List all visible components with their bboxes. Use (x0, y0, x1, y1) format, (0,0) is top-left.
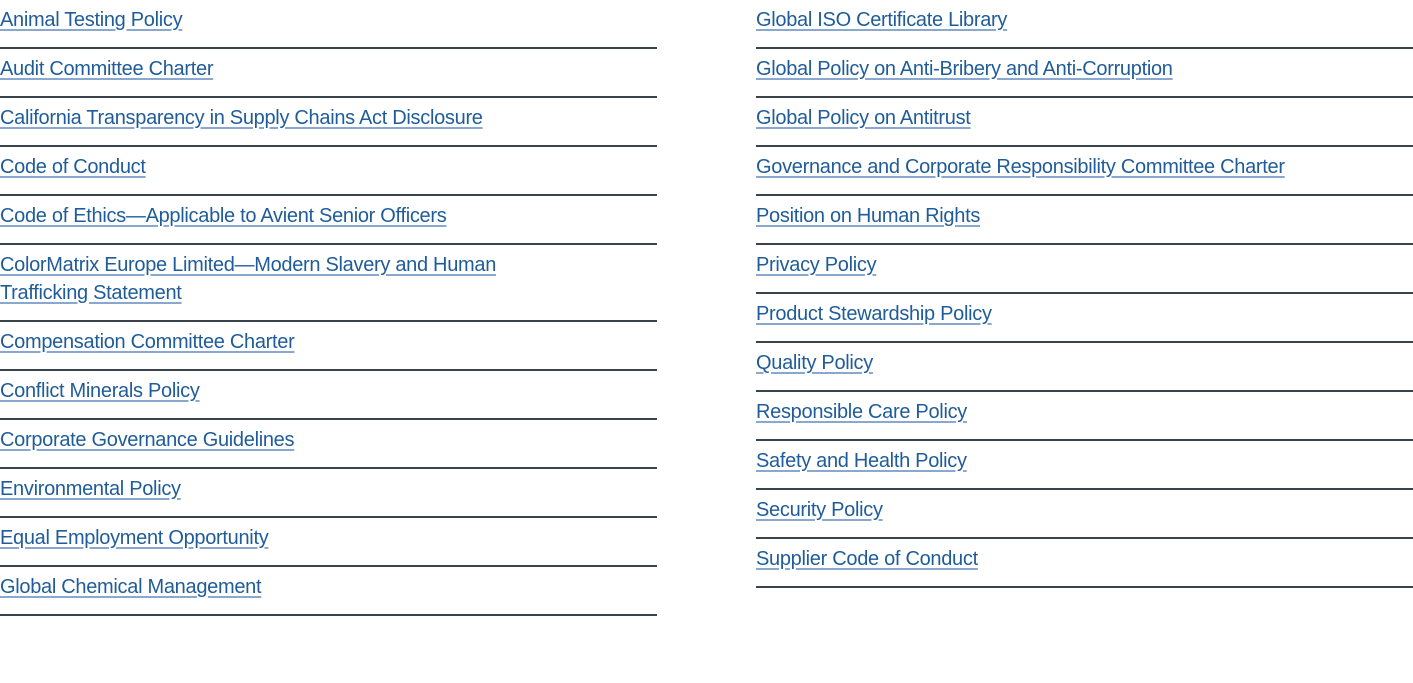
policy-link[interactable]: Product Stewardship Policy (756, 303, 992, 325)
list-item: Responsible Care Policy (756, 392, 1413, 441)
list-item: Compensation Committee Charter (0, 322, 657, 371)
list-item: Global Chemical Management (0, 567, 657, 616)
list-item: Global Policy on Antitrust (756, 98, 1413, 147)
policy-list-left: Animal Testing Policy Audit Committee Cha… (0, 0, 657, 616)
list-item: Supplier Code of Conduct (756, 539, 1413, 588)
list-item: Product Stewardship Policy (756, 294, 1413, 343)
policy-link[interactable]: Global Chemical Management (0, 576, 262, 598)
list-item: Governance and Corporate Responsibility … (756, 147, 1413, 196)
list-item: Equal Employment Opportunity (0, 518, 657, 567)
list-item: Conflict Minerals Policy (0, 371, 657, 420)
list-item: Safety and Health Policy (756, 441, 1413, 490)
policy-link[interactable]: Code of Conduct (0, 156, 146, 178)
list-item: Code of Ethics—Applicable to Avient Seni… (0, 196, 657, 245)
policy-link[interactable]: Environmental Policy (0, 478, 181, 500)
list-item: Animal Testing Policy (0, 0, 657, 49)
policy-link[interactable]: Conflict Minerals Policy (0, 380, 200, 402)
policy-link[interactable]: Animal Testing Policy (0, 9, 183, 31)
list-item: Global ISO Certificate Library (756, 0, 1413, 49)
list-item: Corporate Governance Guidelines (0, 420, 657, 469)
policy-link[interactable]: Supplier Code of Conduct (756, 548, 978, 570)
list-item: ColorMatrix Europe Limited—Modern Slaver… (0, 245, 657, 322)
list-item: Environmental Policy (0, 469, 657, 518)
policy-link[interactable]: Global Policy on Antitrust (756, 107, 971, 129)
list-item: Global Policy on Anti-Bribery and Anti-C… (756, 49, 1413, 98)
policy-link[interactable]: Corporate Governance Guidelines (0, 429, 295, 451)
policy-link[interactable]: Global Policy on Anti-Bribery and Anti-C… (756, 58, 1173, 80)
policy-link[interactable]: ColorMatrix Europe Limited—Modern Slaver… (0, 254, 497, 304)
list-item: Code of Conduct (0, 147, 657, 196)
policy-link[interactable]: Global ISO Certificate Library (756, 9, 1008, 31)
list-item: Privacy Policy (756, 245, 1413, 294)
policy-link[interactable]: Code of Ethics—Applicable to Avient Seni… (0, 205, 447, 227)
list-item: Quality Policy (756, 343, 1413, 392)
policy-link[interactable]: Quality Policy (756, 352, 873, 374)
policy-link[interactable]: Audit Committee Charter (0, 58, 214, 80)
policy-link[interactable]: Security Policy (756, 499, 883, 521)
policy-link[interactable]: Compensation Committee Charter (0, 331, 295, 353)
policy-link[interactable]: Safety and Health Policy (756, 450, 967, 472)
list-item: Security Policy (756, 490, 1413, 539)
policy-link[interactable]: Privacy Policy (756, 254, 877, 276)
policy-link[interactable]: California Transparency in Supply Chains… (0, 107, 483, 129)
policy-list-right: Global ISO Certificate Library Global Pol… (756, 0, 1413, 588)
policy-link[interactable]: Equal Employment Opportunity (0, 527, 269, 549)
policy-link[interactable]: Responsible Care Policy (756, 401, 967, 423)
list-item: Audit Committee Charter (0, 49, 657, 98)
list-item: Position on Human Rights (756, 196, 1413, 245)
policy-link[interactable]: Position on Human Rights (756, 205, 981, 227)
policy-link[interactable]: Governance and Corporate Responsibility … (756, 156, 1285, 178)
list-item: California Transparency in Supply Chains… (0, 98, 657, 147)
